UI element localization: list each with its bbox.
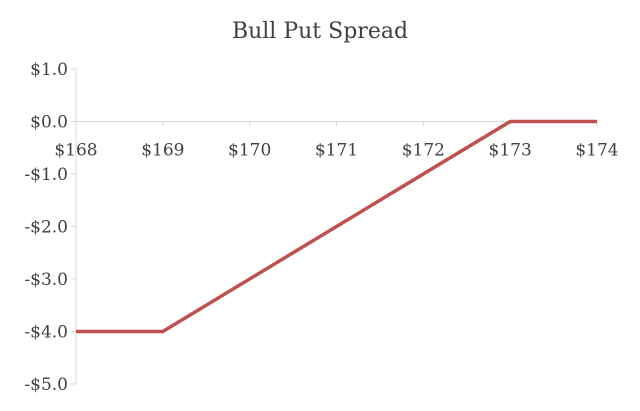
payoff-line bbox=[76, 119, 597, 334]
y-tick-label: -$5.0 bbox=[24, 375, 68, 395]
y-tick-label: -$2.0 bbox=[24, 218, 68, 238]
x-tick-labels: $168 $169 $170 $171 $172 $173 $174 bbox=[54, 141, 618, 161]
x-tick-label: $169 bbox=[141, 141, 184, 161]
x-tick-label: $174 bbox=[575, 141, 618, 161]
series-layer bbox=[76, 119, 597, 334]
x-tick-label: $173 bbox=[489, 141, 532, 161]
x-tick-label: $168 bbox=[54, 141, 97, 161]
y-tick-label: -$1.0 bbox=[24, 165, 68, 185]
y-tick-label: -$3.0 bbox=[24, 270, 68, 290]
x-tick-label: $171 bbox=[315, 141, 358, 161]
y-tick-label: $1.0 bbox=[30, 60, 68, 80]
chart-title: Bull Put Spread bbox=[232, 19, 408, 44]
y-tick-label: $0.0 bbox=[30, 113, 68, 133]
x-tick-label: $170 bbox=[228, 141, 271, 161]
y-tick-labels: $1.0 $0.0 -$1.0 -$2.0 -$3.0 -$4.0 -$5.0 bbox=[24, 60, 68, 395]
y-tick-label: -$4.0 bbox=[24, 323, 68, 343]
x-tick-label: $172 bbox=[402, 141, 445, 161]
